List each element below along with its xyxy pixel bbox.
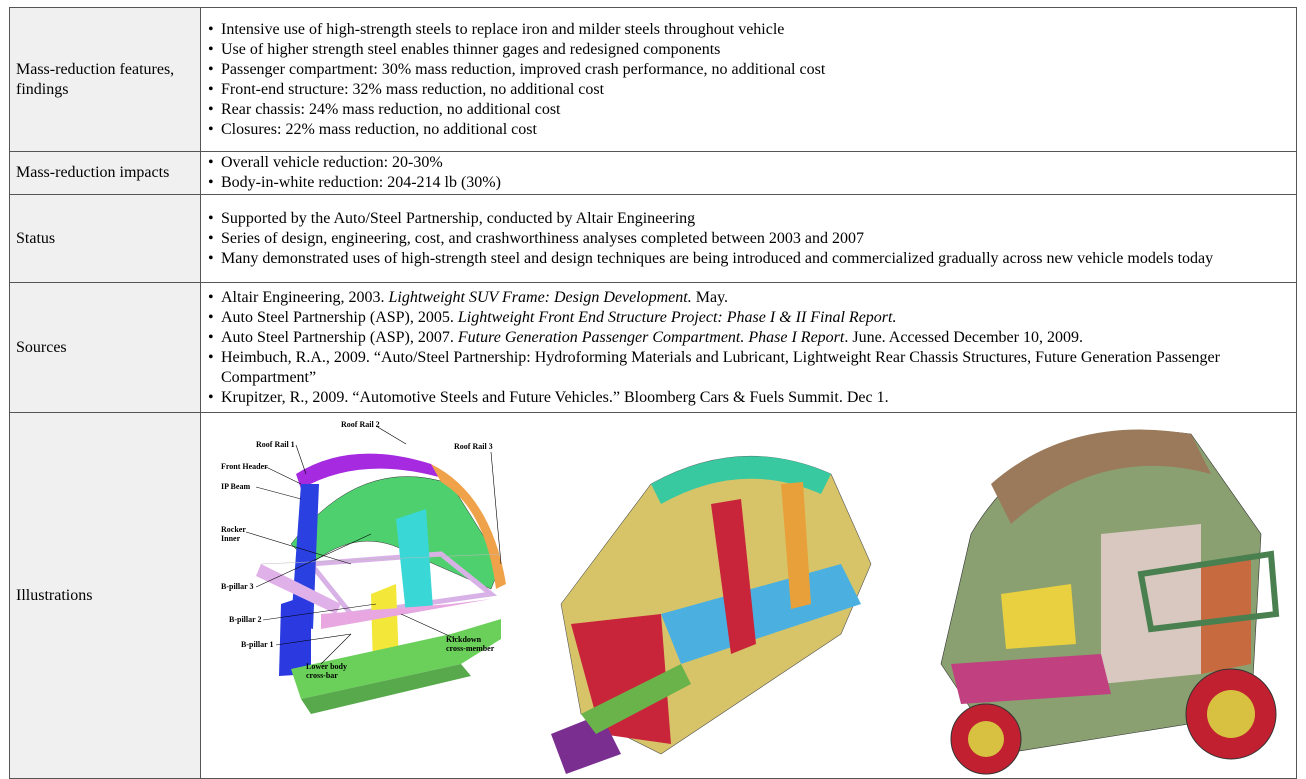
bullet-item: Front-end structure: 32% mass reduction,… xyxy=(208,80,1290,100)
illustration-frame xyxy=(256,453,506,714)
callout-label: Roof Rail 1 xyxy=(256,440,295,449)
callout-line: Rocker xyxy=(221,525,246,534)
bullet-list: Intensive use of high-strength steels to… xyxy=(207,20,1290,140)
bullet-item: Body-in-white reduction: 204-214 lb (30%… xyxy=(208,173,1290,193)
callout-line: cross-member xyxy=(446,644,495,653)
row-label: Mass-reduction features, findings xyxy=(9,7,201,152)
illustration-body xyxy=(551,455,872,774)
row-content: Overall vehicle reduction: 20-30%Body-in… xyxy=(200,151,1297,195)
bullet-item: Use of higher strength steel enables thi… xyxy=(208,40,1290,60)
row-label: Status xyxy=(9,194,201,283)
callout-label: B-pillar 2 xyxy=(229,615,262,624)
bullet-item: Rear chassis: 24% mass reduction, no add… xyxy=(208,100,1290,120)
row: Illustrations Roof Rail 1 Roof Rail 2 Ro… xyxy=(9,412,1297,779)
bullet-item: Closures: 22% mass reduction, no additio… xyxy=(208,120,1290,140)
row-label: Mass-reduction impacts xyxy=(9,151,201,195)
callout-label: Rocker Inner xyxy=(221,525,246,543)
callout-label: B-pillar 1 xyxy=(241,640,274,649)
row-content: Roof Rail 1 Roof Rail 2 Roof Rail 3 Fron… xyxy=(200,412,1297,779)
row: Status Supported by the Auto/Steel Partne… xyxy=(9,194,1297,283)
bullet-item: Intensive use of high-strength steels to… xyxy=(208,20,1290,40)
citation-title: Lightweight Front End Structure Project:… xyxy=(457,308,897,326)
callout-label: Kickdown cross-member xyxy=(446,635,495,653)
citation-author: Auto Steel Partnership (ASP), 2005. xyxy=(221,308,454,326)
bullet-item: Altair Engineering, 2003. Lightweight SU… xyxy=(208,288,1290,308)
illustration-frame-labels: Roof Rail 1 Roof Rail 2 Roof Rail 3 Fron… xyxy=(221,420,502,680)
bullet-item: Many demonstrated uses of high-strength … xyxy=(208,249,1290,269)
bullet-item: Series of design, engineering, cost, and… xyxy=(208,229,1290,249)
row: Mass-reduction features, findings Intensi… xyxy=(9,7,1297,152)
callout-label: IP Beam xyxy=(221,482,250,491)
callout-line: Inner xyxy=(221,534,241,543)
info-table: Mass-reduction features, findings Intensi… xyxy=(9,7,1297,779)
citation-rest: May. xyxy=(695,288,729,306)
bullet-list: Altair Engineering, 2003. Lightweight SU… xyxy=(207,288,1290,408)
callout-line: Lower body xyxy=(306,662,347,671)
callout-label: Lower body cross-bar xyxy=(306,662,347,680)
bullet-list: Overall vehicle reduction: 20-30%Body-in… xyxy=(207,153,1290,193)
callout-line: Kickdown xyxy=(446,635,482,644)
citation-rest: . June. Accessed December 10, 2009. xyxy=(844,328,1083,346)
bullet-list: Supported by the Auto/Steel Partnership,… xyxy=(207,209,1290,269)
bullet-item: Heimbuch, R.A., 2009. “Auto/Steel Partne… xyxy=(208,348,1290,388)
bullet-item: Supported by the Auto/Steel Partnership,… xyxy=(208,209,1290,229)
bullet-item: Passenger compartment: 30% mass reductio… xyxy=(208,60,1290,80)
row-content: Intensive use of high-strength steels to… xyxy=(200,7,1297,152)
row: Mass-reduction impactsOverall vehicle re… xyxy=(9,151,1297,195)
callout-label: Front Header xyxy=(221,462,268,471)
callout-label: Roof Rail 2 xyxy=(341,420,380,429)
bullet-item: Overall vehicle reduction: 20-30% xyxy=(208,153,1290,173)
row-content: Supported by the Auto/Steel Partnership,… xyxy=(200,194,1297,283)
row-label: Illustrations xyxy=(9,412,201,779)
illustration-chassis xyxy=(940,429,1280,774)
bullet-item: Auto Steel Partnership (ASP), 2007. Futu… xyxy=(208,328,1290,348)
citation-author: Altair Engineering, 2003. xyxy=(221,288,385,306)
callout-label: Roof Rail 3 xyxy=(454,442,493,451)
callout-label: B-pillar 3 xyxy=(221,582,254,591)
bullet-item: Krupitzer, R., 2009. “Automotive Steels … xyxy=(208,388,1290,408)
citation-title: Lightweight SUV Frame: Design Developmen… xyxy=(388,288,692,306)
bullet-item: Auto Steel Partnership (ASP), 2005. Ligh… xyxy=(208,308,1290,328)
row-label: Sources xyxy=(9,282,201,413)
callout-line: cross-bar xyxy=(306,671,338,680)
citation-author: Auto Steel Partnership (ASP), 2007. xyxy=(221,328,454,346)
illustrations: Roof Rail 1 Roof Rail 2 Roof Rail 3 Fron… xyxy=(221,420,1280,774)
citation-title: Future Generation Passenger Compartment.… xyxy=(457,328,845,346)
row-content: Altair Engineering, 2003. Lightweight SU… xyxy=(200,282,1297,413)
row: Sources Altair Engineering, 2003. Lightwe… xyxy=(9,282,1297,413)
